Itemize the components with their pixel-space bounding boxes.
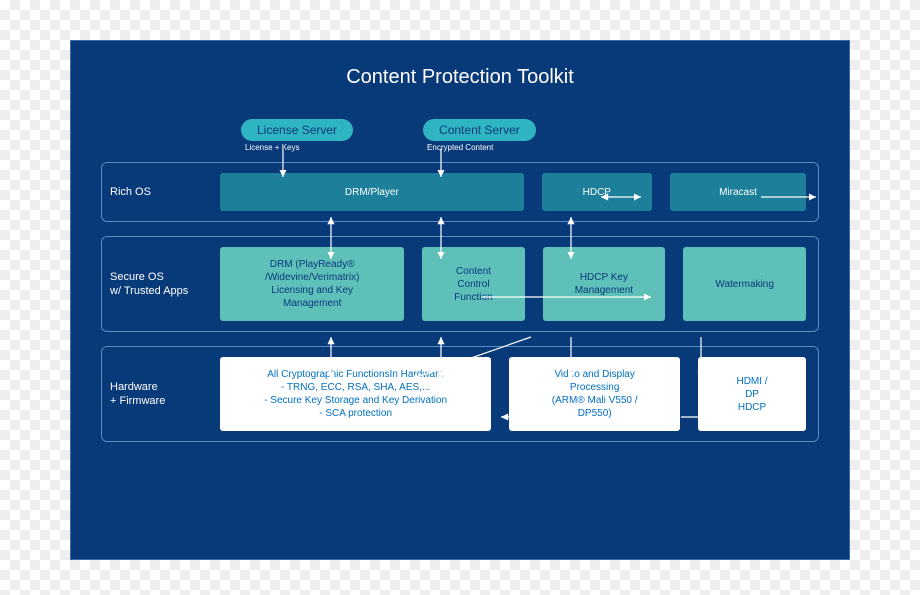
box-video-display: Video and DisplayProcessing(ARM® Mali V5… <box>509 357 680 431</box>
content-server-pill: Content Server <box>423 119 536 141</box>
rich-content: DRM/Player HDCP Miracast <box>220 173 806 211</box>
content-server-sub: Encrypted Content <box>427 143 493 152</box>
layer-secure-os: Secure OSw/ Trusted Apps DRM (PlayReady®… <box>101 236 819 332</box>
box-hdmi-dp: HDMI /DPHDCP <box>698 357 806 431</box>
box-content-control: ContentControlFunction <box>422 247 524 321</box>
box-crypto: All Cryptographic FunctionsIn Hardware- … <box>220 357 491 431</box>
hw-content: All Cryptographic FunctionsIn Hardware- … <box>220 357 806 431</box>
license-server-sub: License + Keys <box>245 143 299 152</box>
server-row: License Server License + Keys Content Se… <box>241 119 819 152</box>
diagram-panel: Content Protection Toolkit License Serve… <box>70 40 850 560</box>
box-miracast: Miracast <box>670 173 806 211</box>
secure-content: DRM (PlayReady®/Widevine/Verimatrix)Lice… <box>220 247 806 321</box>
diagram-title: Content Protection Toolkit <box>101 66 819 89</box>
box-hdcp-key: HDCP KeyManagement <box>543 247 666 321</box>
layer-rich-os: Rich OS DRM/Player HDCP Miracast <box>101 162 819 222</box>
layer-label-hw: Hardware+ Firmware <box>110 380 220 409</box>
layer-label-rich: Rich OS <box>110 185 220 199</box>
layer-label-secure: Secure OSw/ Trusted Apps <box>110 270 220 299</box>
content-server-wrap: Content Server Encrypted Content <box>423 119 536 152</box>
box-drm-player: DRM/Player <box>220 173 524 211</box>
box-drm-licensing: DRM (PlayReady®/Widevine/Verimatrix)Lice… <box>220 247 404 321</box>
box-watermaking: Watermaking <box>683 247 806 321</box>
license-server-wrap: License Server License + Keys <box>241 119 353 152</box>
box-hdcp: HDCP <box>542 173 652 211</box>
license-server-pill: License Server <box>241 119 353 141</box>
layer-hardware: Hardware+ Firmware All Cryptographic Fun… <box>101 346 819 442</box>
